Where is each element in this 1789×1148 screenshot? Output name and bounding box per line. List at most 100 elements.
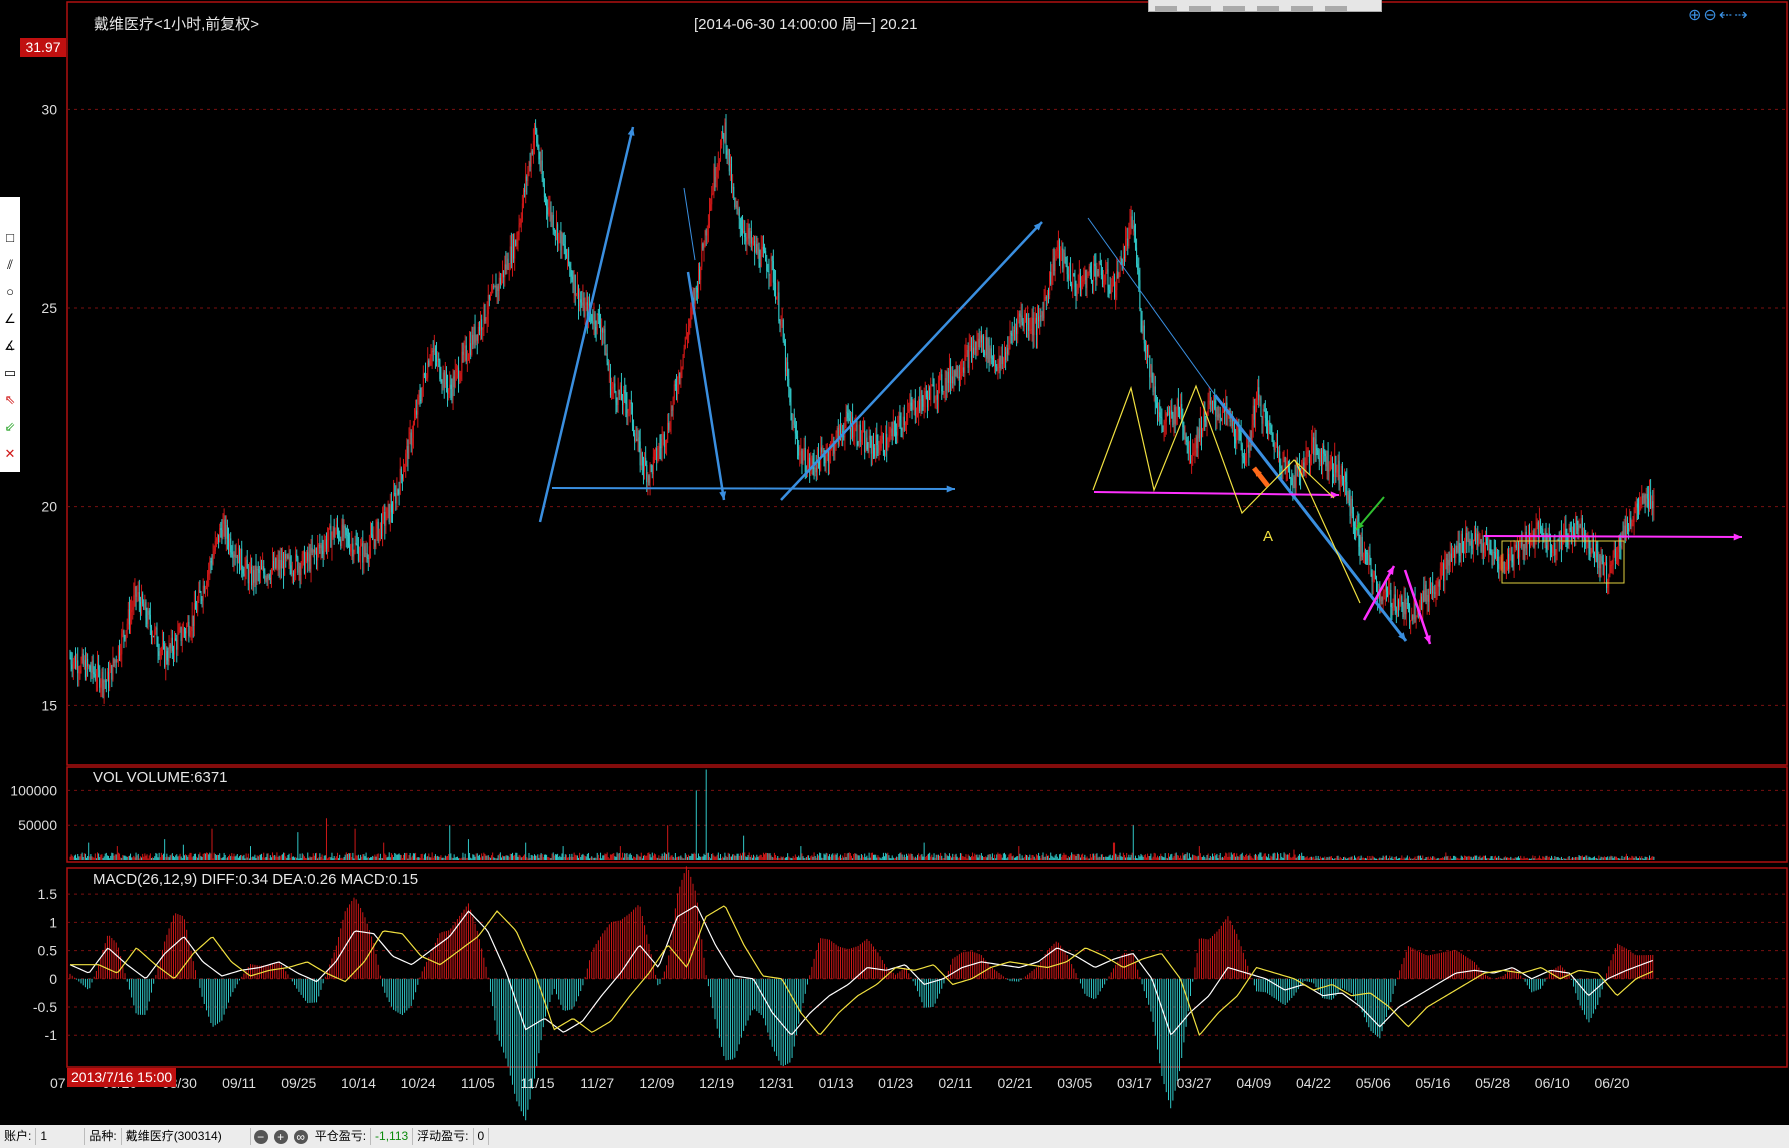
- candle-body: [799, 452, 801, 456]
- candle-body: [1429, 588, 1431, 594]
- candle-body: [1337, 460, 1339, 470]
- candle-body: [450, 384, 452, 390]
- candle-body: [465, 345, 467, 361]
- candle-body: [1457, 542, 1459, 553]
- candle-body: [1188, 441, 1190, 454]
- candle-body: [1016, 327, 1018, 334]
- candle-body: [556, 224, 558, 233]
- candle-body: [736, 205, 738, 209]
- green-arrow-head: [1356, 521, 1365, 530]
- candle-body: [1360, 536, 1362, 555]
- candle-body: [594, 313, 596, 327]
- candle-body: [728, 149, 730, 172]
- candle-body: [1263, 409, 1265, 411]
- candle-body: [1482, 543, 1484, 553]
- candle-body: [777, 292, 779, 298]
- support-arrow-1: [551, 487, 956, 490]
- candle-body: [1548, 533, 1550, 537]
- candle-body: [219, 528, 221, 543]
- candle-body: [1325, 456, 1327, 467]
- candle-body: [367, 557, 369, 560]
- candle-body: [944, 377, 946, 392]
- candle-body: [1076, 289, 1078, 297]
- candle-body: [633, 425, 635, 434]
- candle-body: [194, 602, 196, 610]
- candle-body: [898, 415, 900, 426]
- candle-body: [1606, 562, 1608, 588]
- candle-body: [581, 302, 583, 306]
- candle-body: [149, 614, 151, 628]
- candle-body: [907, 411, 909, 421]
- candle-body: [1624, 525, 1626, 540]
- candle-body: [1187, 441, 1189, 454]
- candle-body: [1440, 563, 1442, 569]
- candle-body: [987, 338, 989, 359]
- candle-body: [1251, 425, 1253, 442]
- candle-body: [1453, 549, 1455, 556]
- candle-body: [575, 294, 577, 296]
- candle-body: [1153, 386, 1155, 393]
- candle-body: [640, 452, 642, 466]
- resistance-arrow-magenta-head: [1733, 533, 1742, 541]
- candle-body: [694, 287, 696, 304]
- candle-body: [1061, 248, 1063, 251]
- magenta-arrow-up-head: [1386, 566, 1394, 575]
- candle-body: [533, 125, 535, 141]
- candle-body: [1328, 470, 1330, 472]
- candle-body: [210, 561, 212, 563]
- candle-body: [522, 189, 524, 204]
- candle-body: [1395, 607, 1397, 613]
- candle-body: [378, 528, 380, 542]
- candle-body: [921, 390, 923, 401]
- candle-body: [634, 433, 636, 442]
- candle-body: [1565, 528, 1567, 536]
- candle-body: [951, 376, 953, 384]
- candle-body: [655, 448, 657, 452]
- candle-body: [211, 562, 213, 565]
- candle-body: [520, 219, 522, 223]
- candle-body: [1626, 519, 1628, 529]
- candle-body: [1149, 355, 1151, 378]
- candle-body: [1032, 318, 1034, 336]
- candle-body: [558, 233, 560, 244]
- candle-body: [1169, 411, 1171, 422]
- candle-body: [1567, 544, 1569, 546]
- candle-body: [294, 573, 296, 577]
- candle-body: [764, 250, 766, 252]
- candle-body: [998, 357, 1000, 364]
- candle-body: [1062, 248, 1064, 269]
- candle-body: [498, 277, 500, 291]
- candle-body: [1173, 407, 1175, 425]
- candle-body: [475, 334, 477, 343]
- candle-body: [1445, 558, 1447, 560]
- candle-body: [950, 366, 952, 384]
- candle-body: [991, 358, 993, 360]
- candle-body: [1642, 496, 1644, 498]
- candle-body: [357, 545, 359, 561]
- candle-body: [261, 567, 263, 570]
- candle-body: [310, 547, 312, 569]
- candle-body: [1218, 413, 1220, 418]
- candle-body: [1520, 542, 1522, 544]
- candle-body: [1464, 549, 1466, 553]
- candle-body: [1615, 557, 1617, 562]
- candle-body: [87, 658, 89, 667]
- candle-body: [913, 400, 915, 403]
- candle-body: [1392, 607, 1394, 609]
- candle-body: [369, 533, 371, 547]
- candle-body: [963, 367, 965, 373]
- candle-body: [1380, 600, 1382, 602]
- candle-body: [1335, 455, 1337, 473]
- candle-body: [1652, 501, 1654, 508]
- candle-body: [232, 554, 234, 559]
- candle-body: [106, 671, 108, 682]
- candle-body: [1330, 457, 1332, 461]
- candle-body: [268, 574, 270, 578]
- candle-body: [1136, 247, 1138, 264]
- candle-body: [130, 612, 132, 625]
- candle-body: [214, 540, 216, 552]
- consolidation-box: [1501, 540, 1625, 584]
- candle-body: [928, 387, 930, 408]
- candle-body: [114, 659, 116, 664]
